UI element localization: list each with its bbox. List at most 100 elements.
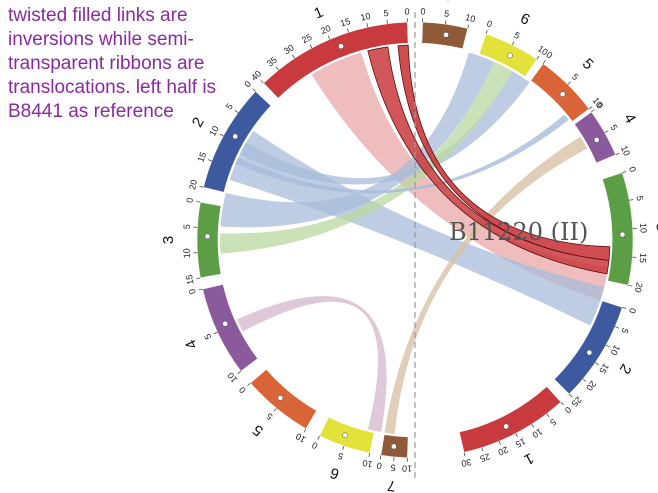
centromere-marker: [338, 43, 344, 50]
tick-label: 15: [638, 253, 649, 264]
tick-label: 30: [460, 457, 472, 469]
tick-mark: [237, 370, 242, 374]
centromere-marker: [593, 137, 600, 143]
chromosome-label-7: 7: [386, 477, 396, 493]
centromere-marker: [443, 31, 449, 38]
tick-mark: [247, 382, 251, 386]
tick-label: 20: [187, 179, 199, 191]
chromosome-label-6: 6: [517, 10, 532, 29]
tick-label: 25: [570, 395, 584, 409]
tick-label: 10: [638, 223, 649, 234]
translocation-ribbon: [236, 296, 387, 433]
tick-label: 5: [619, 327, 630, 336]
centromere-marker: [507, 52, 513, 59]
centromere-marker: [204, 233, 211, 240]
tick-mark: [568, 393, 573, 398]
tick-mark: [511, 41, 515, 46]
tick-mark: [536, 55, 540, 60]
tick-label: 25: [300, 32, 314, 46]
tick-label: 20: [319, 23, 332, 36]
chromosome-1-segment-left: [263, 21, 409, 99]
centromere-marker: [559, 91, 566, 98]
tick-label: 5: [383, 8, 389, 19]
tick-label: 15: [597, 362, 611, 376]
tick-label: 0: [594, 101, 605, 111]
translocation-ribbon: [220, 61, 513, 254]
tick-label: 5: [264, 411, 274, 422]
tick-label: 10: [294, 431, 308, 445]
chromosome-4-segment-right: [573, 111, 617, 164]
tick-label: 0: [242, 79, 253, 89]
links-layer: [220, 44, 611, 434]
tick-mark: [567, 81, 571, 85]
tick-label: 10: [536, 44, 550, 58]
tick-mark: [498, 441, 501, 445]
tick-mark: [368, 453, 371, 458]
tick-label: 0: [485, 18, 493, 29]
centromere-marker: [391, 443, 397, 450]
tick-mark: [588, 106, 593, 110]
tick-label: 10: [225, 371, 239, 385]
tick-mark: [582, 378, 587, 382]
tick-label: 10: [464, 12, 476, 24]
tick-label: 15: [195, 151, 208, 164]
tick-label: 0: [420, 6, 425, 16]
centromere-marker: [232, 133, 239, 140]
centromere-marker: [222, 320, 228, 327]
centromere-marker: [619, 231, 626, 238]
tick-label: 35: [265, 55, 279, 69]
tick-mark: [595, 362, 599, 366]
ideogram-layer: [196, 21, 634, 459]
tick-mark: [379, 455, 382, 460]
tick-label: 0: [544, 50, 554, 61]
tick-mark: [207, 159, 212, 162]
tick-label: 20: [497, 444, 510, 457]
tick-label: 10: [591, 95, 605, 109]
tick-mark: [628, 284, 633, 287]
tick-label: 20: [633, 282, 645, 294]
tick-mark: [342, 446, 345, 451]
tick-mark: [614, 326, 619, 329]
tick-mark: [531, 424, 535, 428]
centromere-marker: [342, 432, 348, 439]
tick-mark: [292, 54, 295, 59]
tick-mark: [275, 66, 279, 71]
tick-label: 0: [310, 440, 319, 451]
chromosome-label-5: 5: [579, 55, 597, 73]
tick-mark: [481, 447, 484, 452]
centromere-marker: [277, 395, 284, 401]
tick-label: 5: [224, 101, 235, 111]
tick-label: 15: [339, 16, 352, 29]
tick-mark: [605, 344, 610, 348]
tick-mark: [327, 35, 331, 40]
tick-label: 5: [202, 332, 213, 341]
chromosome-label-6: 6: [328, 464, 341, 483]
genome-label: B11220 (II): [449, 218, 588, 246]
tick-mark: [515, 433, 518, 438]
chromosome-2-segment-left: [203, 90, 272, 193]
tick-mark: [463, 452, 466, 457]
inversion-link: [397, 44, 611, 261]
tick-label: 5: [182, 224, 192, 230]
tick-label: 10: [181, 248, 192, 259]
chromosome-label-1: 1: [521, 449, 536, 468]
tick-label: 5: [634, 195, 645, 202]
tick-mark: [542, 60, 546, 64]
tick-mark: [303, 428, 307, 433]
tick-mark: [260, 80, 264, 84]
tick-mark: [485, 29, 488, 34]
tick-label: 0: [627, 307, 638, 315]
tick-label: 5: [390, 462, 396, 472]
tick-label: 10: [207, 124, 221, 138]
chromosome-5-segment-left: [250, 368, 317, 430]
chromosome-3-segment-right: [601, 172, 634, 286]
tick-mark: [622, 307, 627, 309]
tick-mark: [196, 201, 201, 203]
tick-label: 0: [187, 288, 198, 295]
tick-label: 15: [514, 436, 528, 449]
chromosome-label-2: 2: [189, 115, 208, 130]
chromosome-label-7: 7: [444, 0, 455, 5]
tick-mark: [386, 19, 388, 24]
chromosome-1-segment-right: [458, 385, 562, 453]
chromosome-label-3: 3: [160, 236, 177, 244]
